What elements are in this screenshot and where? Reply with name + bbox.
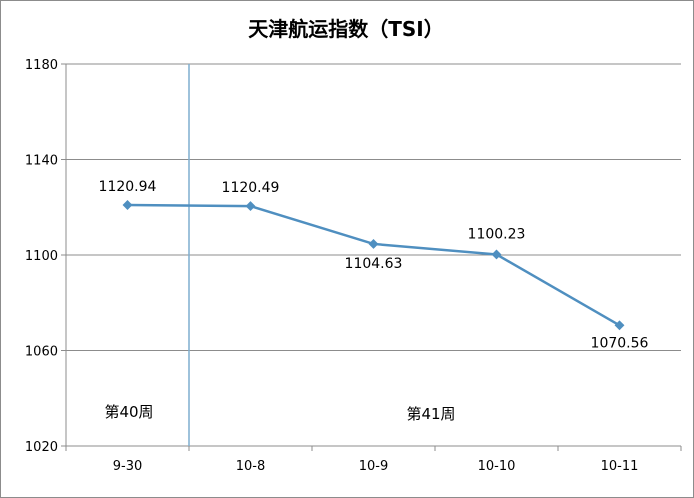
x-tick-labels: 9-30 10-8 10-9 10-10 10-11 — [113, 459, 639, 474]
data-label: 1120.94 — [99, 179, 157, 195]
data-label: 1070.56 — [591, 335, 649, 351]
data-point — [368, 238, 379, 249]
annotation-week-40: 第40周 — [104, 403, 153, 421]
data-labels: 1120.94 1120.49 1104.63 1100.23 1070.56 — [99, 179, 649, 351]
x-tick-label: 10-11 — [601, 459, 639, 474]
data-point — [614, 320, 625, 331]
annotation-week-41: 第41周 — [406, 405, 455, 423]
data-label: 1120.49 — [222, 180, 280, 196]
data-point — [245, 201, 256, 212]
data-label: 1100.23 — [468, 226, 526, 242]
y-tick-label: 1020 — [25, 440, 58, 455]
axes — [65, 64, 682, 451]
data-point — [491, 249, 502, 260]
y-tick-label: 1140 — [25, 154, 58, 169]
x-tick-label: 10-8 — [236, 459, 266, 474]
x-tick-label: 10-10 — [478, 459, 516, 474]
y-tick-labels: 1020 1060 1100 1140 1180 — [25, 58, 58, 455]
series-group — [122, 200, 625, 331]
chart-title: 天津航运指数（TSI） — [248, 17, 444, 41]
x-tick-label: 10-9 — [359, 459, 389, 474]
data-label: 1104.63 — [345, 256, 403, 272]
y-tick-label: 1060 — [25, 345, 58, 360]
data-point — [122, 200, 133, 210]
x-tick-label: 9-30 — [113, 459, 143, 474]
y-tick-label: 1180 — [25, 58, 58, 73]
y-tick-label: 1100 — [25, 249, 58, 264]
